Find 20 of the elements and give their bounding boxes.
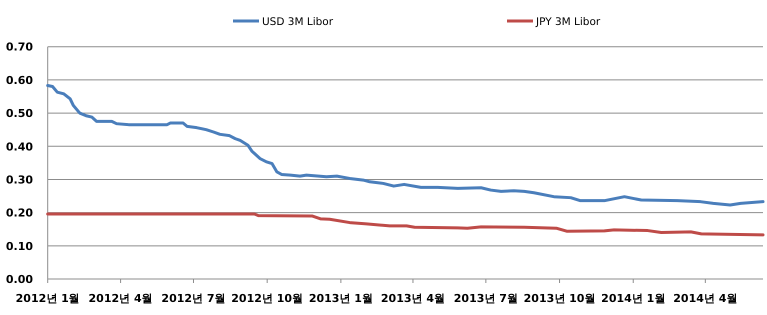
x-tick-label: 2013년 7월 <box>454 292 518 305</box>
y-tick-label: 0.30 <box>6 173 34 186</box>
legend-label: JPY 3M Libor <box>535 16 601 28</box>
x-tick-label: 2012년 10월 <box>231 292 304 305</box>
x-tick-label: 2013년 10월 <box>524 292 596 305</box>
x-tick-label: 2012년 7월 <box>161 292 226 305</box>
x-tick-label: 2014년 1월 <box>601 292 666 305</box>
x-tick-label: 2012년 4월 <box>88 292 153 305</box>
y-tick-label: 0.70 <box>6 40 34 54</box>
y-tick-label: 0.20 <box>6 206 34 220</box>
x-tick-label: 2014년 4월 <box>673 292 738 305</box>
x-tick-label: 2012년 1월 <box>16 292 80 305</box>
x-tick-label: 2013년 1월 <box>308 292 373 305</box>
legend-label: USD 3M Libor <box>262 16 334 28</box>
y-tick-label: 0.40 <box>6 140 34 154</box>
y-tick-label: 0.10 <box>6 240 34 253</box>
x-tick-label: 2013년 4월 <box>380 292 446 305</box>
y-tick-label: 0.60 <box>6 74 34 87</box>
y-tick-label: 0.50 <box>6 107 34 120</box>
y-tick-label: 0.00 <box>6 273 34 286</box>
